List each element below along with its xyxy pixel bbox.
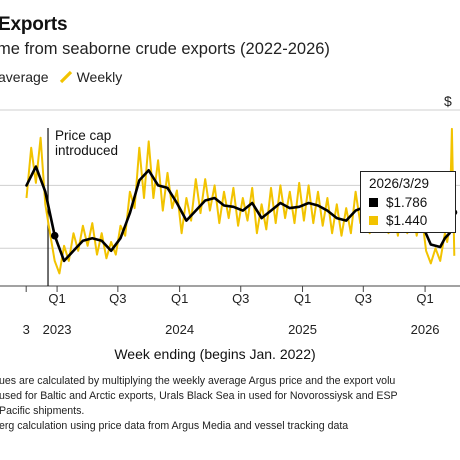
x-tick-label-6: Q3 — [355, 291, 372, 306]
x-year-label-7: 2026 — [411, 322, 440, 337]
tooltip-date: 2026/3/29 — [369, 176, 430, 191]
x-tick-label-1: Q1 — [48, 291, 65, 306]
note-line-1: ues are calculated by multiplying the we… — [0, 375, 396, 387]
hover-tooltip: 2026/3/29 $1.786 $1.440 — [360, 171, 456, 233]
legend-average-label: average — [0, 69, 49, 85]
x-axis-title: Week ending (begins Jan. 2022) — [114, 346, 315, 362]
chart-notes: ues are calculated by multiplying the we… — [0, 374, 460, 434]
x-tick-label-4: Q3 — [232, 291, 249, 306]
tooltip-weekly-value: $1.440 — [386, 212, 428, 228]
chart-legend: average Weekly — [0, 69, 122, 85]
note-line-3: Pacific shipments. — [0, 405, 85, 417]
tooltip-average-swatch — [369, 197, 378, 207]
tooltip-average-value: $1.786 — [386, 194, 428, 210]
x-tick-label-2: Q3 — [109, 291, 126, 306]
x-year-label-5: 2025 — [288, 322, 317, 337]
x-tick-label-5: Q1 — [294, 291, 311, 306]
legend-weekly-label: Weekly — [76, 69, 123, 85]
x-year-label-0: 3 — [23, 322, 30, 337]
x-tick-label-3: Q1 — [171, 291, 188, 306]
x-year-label-1: 2023 — [43, 322, 72, 337]
edge-value-label: $ — [444, 93, 452, 109]
tooltip-weekly-swatch — [369, 215, 378, 225]
chart-subtitle: me from seaborne crude exports (2022-202… — [0, 40, 330, 58]
chart-title: Exports — [0, 14, 68, 35]
price-cap-label-line-1: introduced — [55, 143, 118, 158]
x-tick-label-7: Q1 — [416, 291, 433, 306]
x-year-label-3: 2024 — [165, 322, 194, 337]
price-cap-label-line-0: Price cap — [55, 128, 111, 143]
note-line-2: used for Baltic and Arctic exports, Ural… — [0, 390, 398, 402]
legend-weekly-swatch — [59, 70, 72, 84]
average-marker-point — [50, 231, 59, 240]
note-line-4: erg calculation using price data from Ar… — [0, 420, 349, 432]
